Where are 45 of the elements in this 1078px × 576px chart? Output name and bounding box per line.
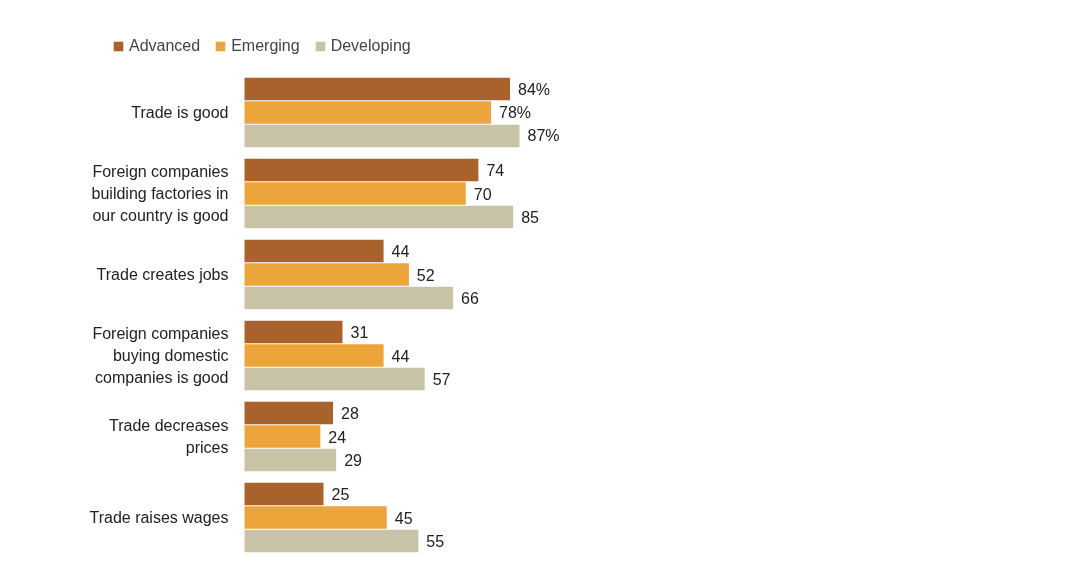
- data-label: 44: [391, 347, 410, 365]
- bar: [244, 344, 384, 367]
- bar: [244, 425, 321, 448]
- data-label: 85: [521, 208, 540, 226]
- data-label: 55: [426, 532, 445, 550]
- bar: [244, 367, 425, 391]
- y-tick-label: Foreign companies building factories in our country is good: [91, 162, 229, 225]
- bar: [244, 448, 337, 472]
- bar: [244, 401, 334, 425]
- bar: [244, 286, 454, 310]
- data-label: 66: [461, 289, 480, 307]
- bar: [244, 320, 343, 344]
- bar: [244, 77, 511, 101]
- legend-label: Advanced: [129, 37, 201, 55]
- data-label: 25: [331, 486, 350, 504]
- data-label: 74: [486, 162, 505, 180]
- y-tick-label: Foreign companies buying domestic companies is good: [92, 324, 229, 387]
- y-tick-label: Trade is good: [131, 104, 229, 121]
- data-label: 28: [341, 405, 359, 423]
- bar: [244, 158, 479, 182]
- legend-label: Emerging: [231, 37, 300, 55]
- data-label: 31: [350, 324, 369, 342]
- bar: [244, 239, 384, 263]
- data-label: 45: [394, 509, 413, 527]
- data-label: 52: [416, 266, 435, 284]
- bar: [244, 263, 409, 286]
- bar: [244, 482, 324, 506]
- data-label: 78%: [499, 104, 532, 121]
- y-tick-label: Trade decreases prices: [109, 416, 229, 457]
- data-label: 57: [432, 370, 451, 388]
- data-label: 87%: [527, 127, 560, 145]
- y-tick-label: Trade creates jobs: [96, 266, 229, 283]
- bar: [244, 205, 514, 229]
- bar: [244, 529, 419, 553]
- y-tick-label: Trade raises wages: [89, 509, 229, 526]
- data-label: 24: [328, 428, 347, 446]
- bar: [244, 124, 520, 148]
- legend-label: Developing: [330, 37, 411, 55]
- bar: [244, 101, 492, 124]
- bar: [244, 182, 466, 205]
- data-label: 29: [344, 451, 363, 469]
- data-label: 70: [473, 185, 492, 203]
- data-label: 84%: [518, 80, 551, 98]
- data-label: 44: [391, 243, 410, 261]
- bar: [244, 506, 387, 529]
